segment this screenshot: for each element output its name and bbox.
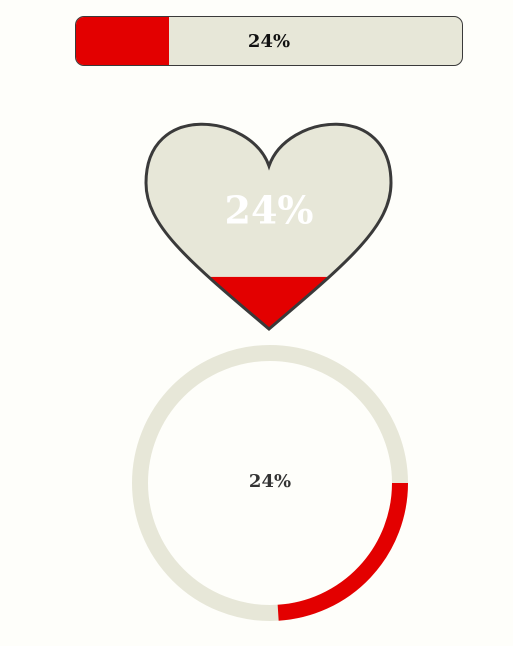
progress-bar-label: 24% [247, 30, 291, 52]
heart-outline [144, 122, 393, 331]
ring-fill [277, 482, 408, 621]
progress-bar: 24% [75, 16, 463, 66]
heart-progress: 24% [144, 122, 393, 331]
ring-progress: 24% [132, 345, 408, 621]
ring-label: 24% [249, 471, 291, 492]
heart-label: 24% [225, 188, 314, 233]
heart-fill [146, 276, 391, 329]
progress-bar-fill [76, 17, 169, 65]
heart-track [146, 124, 391, 329]
